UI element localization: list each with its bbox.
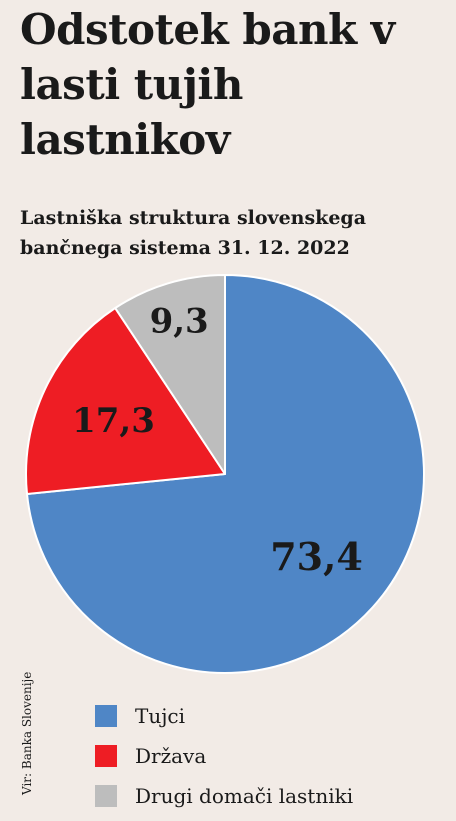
legend-item-3: Drugi domači lastniki [95, 776, 435, 816]
chart-title: Odstotek bank v lasti tujih lastnikov [20, 5, 395, 164]
legend-label: Država [135, 744, 207, 768]
slice-value-label-2: 17,3 [72, 401, 155, 441]
pie-slice-3 [114, 274, 226, 475]
legend-label: Drugi domači lastniki [135, 784, 354, 808]
legend-item-1: Tujci [95, 696, 435, 736]
legend-swatch [95, 745, 117, 767]
source-note: Vir: Banka Slovenije [20, 671, 34, 795]
slice-value-label-3: 9,3 [150, 302, 209, 342]
slice-value-label-1: 73,4 [270, 534, 363, 579]
legend-label: Tujci [135, 704, 186, 728]
legend-swatch [95, 785, 117, 807]
chart-subtitle: Lastniška struktura slovenskega bančnega… [20, 207, 367, 259]
legend-item-2: Država [95, 736, 435, 776]
pie-slice-2 [25, 307, 226, 495]
pie-chart: 73,4 17,3 9,3 [25, 274, 425, 674]
legend-swatch [95, 705, 117, 727]
chart-legend: Tujci Država Drugi domači lastniki [95, 696, 435, 816]
